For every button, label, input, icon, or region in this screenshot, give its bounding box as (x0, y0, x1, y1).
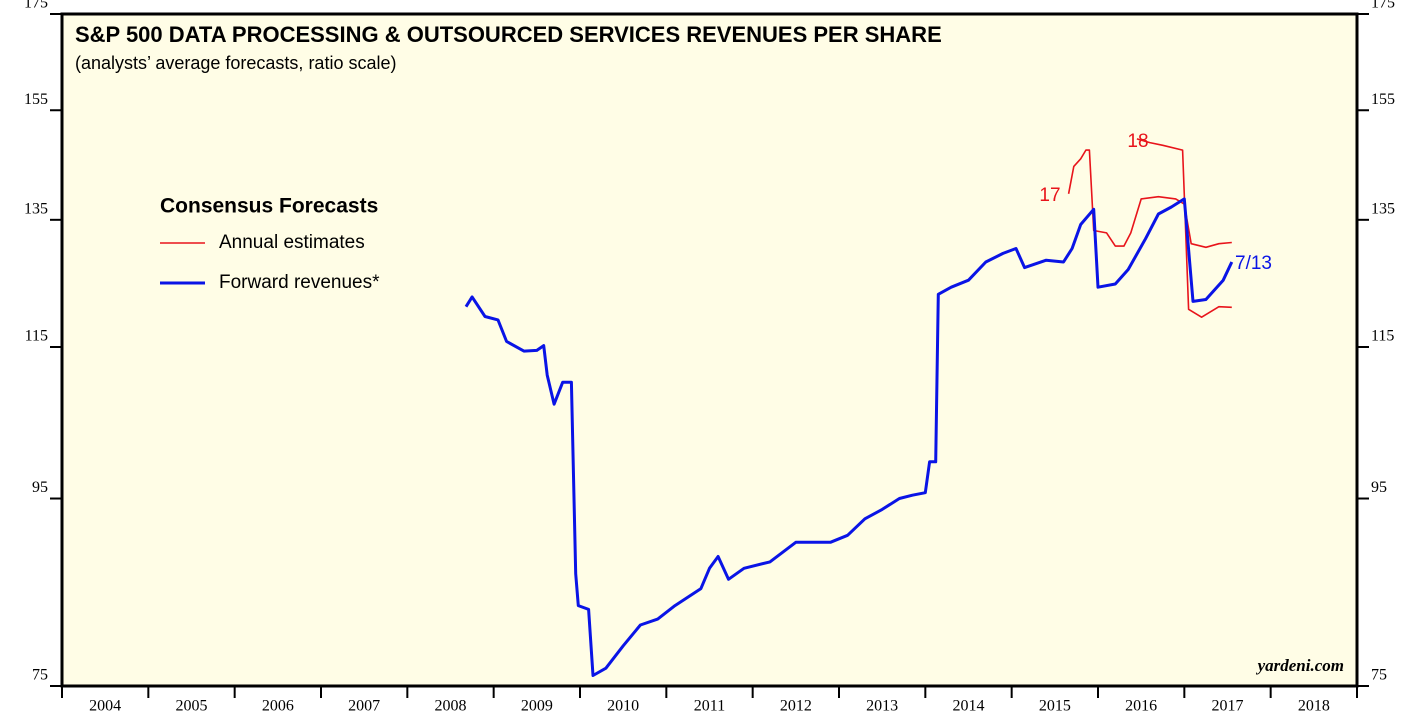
source: yardeni.com (1256, 656, 1344, 675)
legend-label: Forward revenues* (219, 272, 380, 293)
y-tick-label: 115 (25, 328, 48, 345)
plot-area (60, 12, 1359, 688)
y-tick-label: 135 (24, 200, 48, 217)
annotation: 18 (1127, 131, 1148, 152)
x-tick-label: 2008 (435, 698, 467, 715)
x-tick-label: 2010 (607, 698, 639, 715)
series-line (464, 197, 1234, 677)
legend-label: Annual estimates (219, 232, 365, 253)
annotation: 17 (1039, 185, 1060, 206)
y-tick-label: 95 (32, 479, 48, 496)
x-tick-label: 2018 (1298, 698, 1330, 715)
x-tick-label: 2016 (1125, 698, 1157, 715)
x-tick-label: 2015 (1039, 698, 1071, 715)
y-tick-label: 75 (32, 667, 48, 684)
chart-subtitle: (analysts’ average forecasts, ratio scal… (75, 53, 396, 73)
y2-tick-label: 175 (1371, 0, 1395, 12)
x-tick-label: 2004 (89, 698, 121, 715)
legend-title: Consensus Forecasts (160, 195, 378, 218)
x-tick-label: 2005 (176, 698, 208, 715)
x-tick-label: 2006 (262, 698, 294, 715)
y2-tick-label: 115 (1371, 328, 1394, 345)
chart-title: S&P 500 DATA PROCESSING & OUTSOURCED SER… (75, 22, 942, 47)
y2-tick-label: 75 (1371, 667, 1387, 684)
y2-tick-label: 155 (1371, 91, 1395, 108)
y-tick-label: 175 (24, 0, 48, 12)
y-tick-label: 155 (24, 91, 48, 108)
y2-tick-label: 95 (1371, 479, 1387, 496)
y2-tick-label: 135 (1371, 200, 1395, 217)
annotation: 7/13 (1235, 253, 1272, 274)
x-tick-label: 2014 (953, 698, 985, 715)
x-tick-label: 2007 (348, 698, 380, 715)
x-tick-label: 2011 (694, 698, 725, 715)
x-tick-label: 2017 (1212, 698, 1244, 715)
x-tick-label: 2009 (521, 698, 553, 715)
x-tick-label: 2012 (780, 698, 812, 715)
x-tick-label: 2013 (866, 698, 898, 715)
